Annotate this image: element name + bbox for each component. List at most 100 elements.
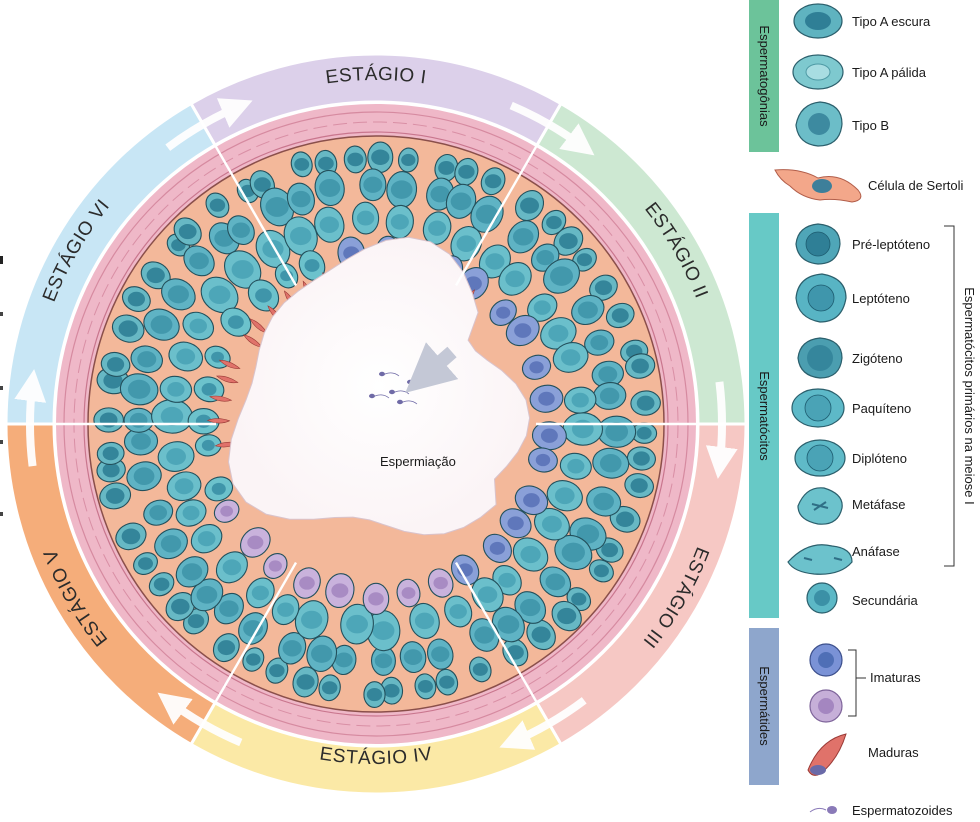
germ-cell <box>527 293 558 322</box>
mature-spermatid <box>206 418 231 424</box>
germ-cell <box>227 215 255 246</box>
germ-cell <box>314 169 345 207</box>
germ-cell <box>469 656 492 683</box>
primary-spermatocyte-bracket <box>944 225 955 567</box>
germ-cell <box>498 262 532 296</box>
stage-label-i: ESTÁGIO I <box>324 64 427 89</box>
imaturas-bracket <box>848 649 857 717</box>
germ-cell <box>554 534 593 571</box>
stage-divider <box>454 561 564 747</box>
germ-cell <box>205 192 230 218</box>
germ-cell <box>157 441 195 472</box>
germ-cell <box>543 258 580 294</box>
legend-icon-pre-leptoteno <box>795 223 841 265</box>
germ-cell <box>528 447 558 473</box>
legend-icon-zigoteno <box>797 337 843 379</box>
germ-cell <box>190 523 223 554</box>
germ-cell <box>96 441 125 466</box>
germ-cell <box>529 384 564 413</box>
germ-cell <box>343 145 367 174</box>
germ-cell <box>626 446 656 471</box>
germ-cell <box>318 674 341 702</box>
germ-cell <box>385 204 414 239</box>
germ-cell <box>212 633 240 663</box>
germ-cell <box>242 647 265 672</box>
germ-cell <box>380 676 404 705</box>
legend-group-label-espermatides: Espermátides <box>757 666 772 746</box>
germ-cell <box>470 195 504 233</box>
germ-cell <box>515 190 545 222</box>
legend-group-label-espermatocitos: Espermatócitos <box>757 371 772 461</box>
legend-icon-anafase <box>787 544 853 575</box>
germ-cell <box>553 226 584 256</box>
legend-icon-secundaria <box>806 582 838 614</box>
germ-cell <box>514 591 547 624</box>
germ-cell <box>126 461 162 492</box>
legend-icon-imatura-1 <box>809 643 843 677</box>
germ-cell <box>571 294 605 326</box>
germ-cell <box>154 528 188 560</box>
germ-cell <box>286 182 315 216</box>
germ-cell <box>159 375 193 403</box>
germ-cell <box>143 308 180 341</box>
germ-cell <box>526 619 556 651</box>
germ-cell <box>478 244 511 279</box>
germ-cell <box>370 645 396 676</box>
germ-cell <box>140 261 171 290</box>
germ-cell <box>559 452 592 480</box>
germ-cell <box>397 147 419 173</box>
legend-label-imaturas: Imaturas <box>870 670 921 685</box>
legend-icon-paquiteno <box>791 388 845 428</box>
germ-cell <box>409 602 440 639</box>
legend-label-metafase: Metáfase <box>852 497 905 512</box>
lumen-sperm <box>389 389 410 395</box>
legend-icon-tipo-a-escura <box>793 3 843 39</box>
germ-cell <box>546 480 583 512</box>
germ-cell <box>454 157 479 186</box>
germ-cell <box>363 681 386 709</box>
legend-label-espermatozoides: Espermatozoides <box>852 803 953 818</box>
germ-cell <box>240 527 271 558</box>
germ-cell <box>534 507 570 541</box>
stage-arrow-5 <box>157 692 243 747</box>
mature-spermatid <box>208 395 233 402</box>
legend-icon-metafase <box>797 487 843 525</box>
germ-cell <box>499 508 532 539</box>
germ-cell <box>541 209 567 236</box>
germ-cell <box>294 600 329 640</box>
legend-icon-leptoteno <box>795 273 847 323</box>
germ-cell <box>274 262 299 289</box>
stage-arrow-2 <box>509 101 595 156</box>
germ-cell <box>133 552 158 575</box>
legend-label-anafase: Anáfase <box>852 544 900 559</box>
lumen-sperm <box>369 393 390 399</box>
germ-cell <box>306 635 338 672</box>
germ-cell <box>220 307 252 337</box>
germ-cell <box>630 390 661 416</box>
germ-cell <box>507 220 540 254</box>
legend-label-maduras: Maduras <box>868 745 919 760</box>
legend-label-tipo-a-escura: Tipo A escura <box>852 14 931 29</box>
germ-cell <box>283 216 318 256</box>
germ-cell <box>271 594 300 626</box>
germ-cell <box>121 286 151 312</box>
germ-cell <box>489 299 517 327</box>
germ-cell <box>143 499 174 526</box>
stage-divider <box>188 561 298 747</box>
germ-cell <box>314 206 345 243</box>
germ-cell <box>325 573 355 609</box>
lumen-sperm <box>397 399 418 405</box>
germ-cell <box>482 533 512 563</box>
germ-cell <box>260 187 295 227</box>
germ-cell <box>586 486 622 517</box>
germ-cell <box>111 314 145 343</box>
germ-cell <box>359 168 387 202</box>
germ-cell <box>592 447 630 479</box>
germ-cell <box>168 341 204 372</box>
germ-cell <box>238 612 268 645</box>
legend-label-zigoteno: Zigóteno <box>852 351 903 366</box>
germ-cell <box>100 351 131 377</box>
germ-cell <box>247 279 280 312</box>
legend-icon-tipo-a-palida <box>792 54 844 90</box>
